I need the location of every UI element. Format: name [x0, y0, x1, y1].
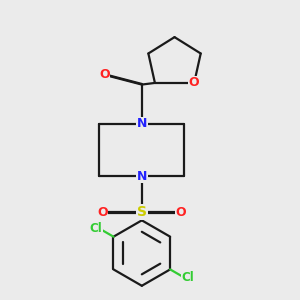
- Text: N: N: [136, 170, 147, 183]
- Text: O: O: [176, 206, 186, 219]
- Text: O: O: [97, 206, 108, 219]
- Text: Cl: Cl: [90, 222, 102, 235]
- Text: N: N: [136, 117, 147, 130]
- Text: O: O: [189, 76, 200, 89]
- Text: O: O: [99, 68, 110, 81]
- Text: Cl: Cl: [181, 271, 194, 284]
- Text: S: S: [137, 205, 147, 219]
